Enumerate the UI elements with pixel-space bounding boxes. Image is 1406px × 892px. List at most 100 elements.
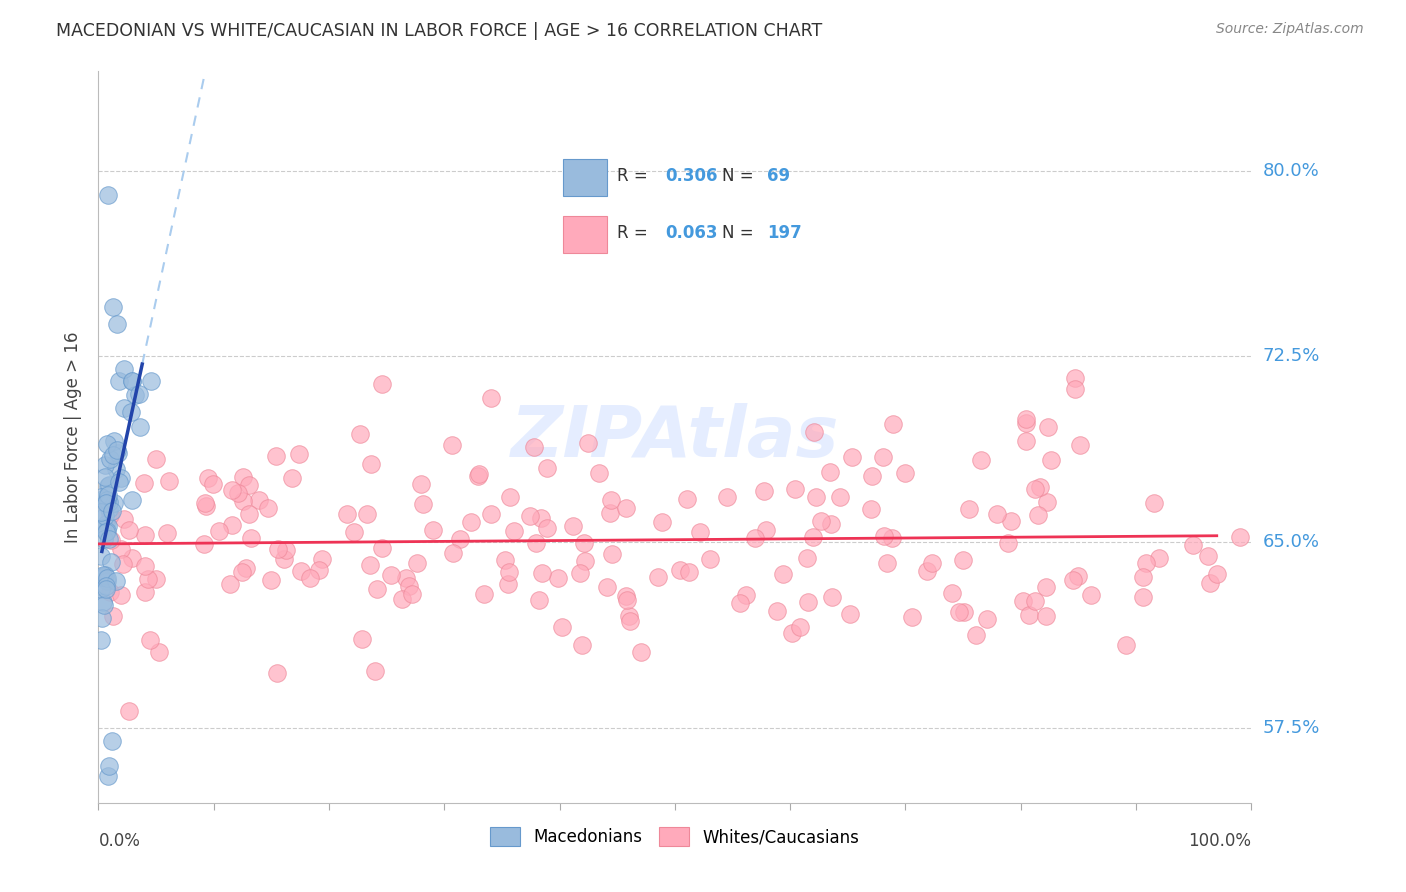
Point [965, 628, 987, 642]
Point [94, 470, 117, 484]
Point [651, 515, 673, 529]
Point [103, 434, 125, 448]
Point [112, 362, 135, 376]
Point [602, 547, 624, 561]
Point [1132, 569, 1154, 583]
Point [754, 484, 776, 499]
Point [568, 566, 591, 581]
Point [1080, 588, 1102, 602]
Point [118, 523, 141, 537]
Point [599, 506, 621, 520]
Point [882, 417, 904, 431]
Text: R =: R = [617, 167, 652, 185]
Point [391, 592, 413, 607]
Point [94, 579, 117, 593]
Point [103, 495, 125, 509]
Text: MACEDONIAN VS WHITE/CAUCASIAN IN LABOR FORCE | AGE > 16 CORRELATION CHART: MACEDONIAN VS WHITE/CAUCASIAN IN LABOR F… [56, 22, 823, 40]
Point [405, 556, 427, 570]
Point [96, 571, 118, 585]
Point [103, 300, 125, 314]
Point [669, 563, 692, 577]
Point [121, 551, 143, 566]
Point [197, 471, 219, 485]
Point [529, 511, 551, 525]
Point [1014, 412, 1036, 426]
Point [882, 531, 904, 545]
Point [1028, 508, 1050, 522]
Point [121, 375, 143, 389]
Point [107, 475, 129, 490]
Point [91, 521, 114, 535]
Point [531, 566, 554, 580]
Point [1018, 607, 1040, 622]
Point [1012, 594, 1035, 608]
Point [588, 467, 610, 481]
Point [524, 536, 547, 550]
Point [1029, 480, 1052, 494]
Text: 197: 197 [768, 224, 801, 242]
Point [789, 620, 811, 634]
Point [343, 524, 366, 539]
Point [772, 567, 794, 582]
Point [141, 374, 163, 388]
Point [1064, 382, 1087, 396]
Text: 100.0%: 100.0% [1188, 832, 1251, 850]
Point [371, 376, 394, 391]
Y-axis label: In Labor Force | Age > 16: In Labor Force | Age > 16 [65, 331, 83, 543]
Point [523, 440, 546, 454]
Point [412, 497, 434, 511]
Point [1063, 371, 1085, 385]
Point [134, 528, 156, 542]
Point [221, 517, 243, 532]
Text: N =: N = [721, 167, 759, 185]
Point [110, 588, 132, 602]
Point [614, 500, 637, 515]
Point [1143, 496, 1166, 510]
Point [574, 535, 596, 549]
Point [479, 507, 502, 521]
Text: ZIPAtlas: ZIPAtlas [510, 402, 839, 472]
Point [735, 588, 758, 602]
Point [96, 524, 118, 538]
Point [411, 476, 433, 491]
Point [97, 532, 120, 546]
Point [134, 558, 156, 573]
Point [619, 608, 641, 623]
Point [194, 496, 217, 510]
Point [134, 584, 156, 599]
Point [1115, 638, 1137, 652]
Point [208, 524, 231, 538]
Point [90, 570, 112, 584]
Point [273, 552, 295, 566]
Point [479, 391, 502, 405]
Point [976, 612, 998, 626]
Point [112, 401, 135, 415]
Point [619, 614, 641, 628]
Point [780, 625, 803, 640]
Point [860, 469, 883, 483]
Point [821, 590, 844, 604]
Point [915, 564, 938, 578]
Point [1181, 537, 1204, 551]
Point [101, 609, 124, 624]
Point [311, 552, 333, 566]
Point [138, 572, 160, 586]
Point [145, 452, 167, 467]
Point [796, 551, 818, 566]
Point [120, 405, 142, 419]
Point [157, 474, 180, 488]
Point [290, 564, 312, 578]
Point [828, 490, 851, 504]
Point [352, 632, 374, 647]
Point [96, 574, 118, 588]
Point [872, 450, 894, 464]
Point [804, 490, 827, 504]
Point [360, 457, 382, 471]
Point [100, 533, 122, 547]
Point [498, 566, 520, 580]
Text: 0.0%: 0.0% [98, 832, 141, 850]
Point [238, 477, 260, 491]
Text: 72.5%: 72.5% [1263, 348, 1320, 366]
Point [952, 553, 974, 567]
Point [96, 437, 118, 451]
